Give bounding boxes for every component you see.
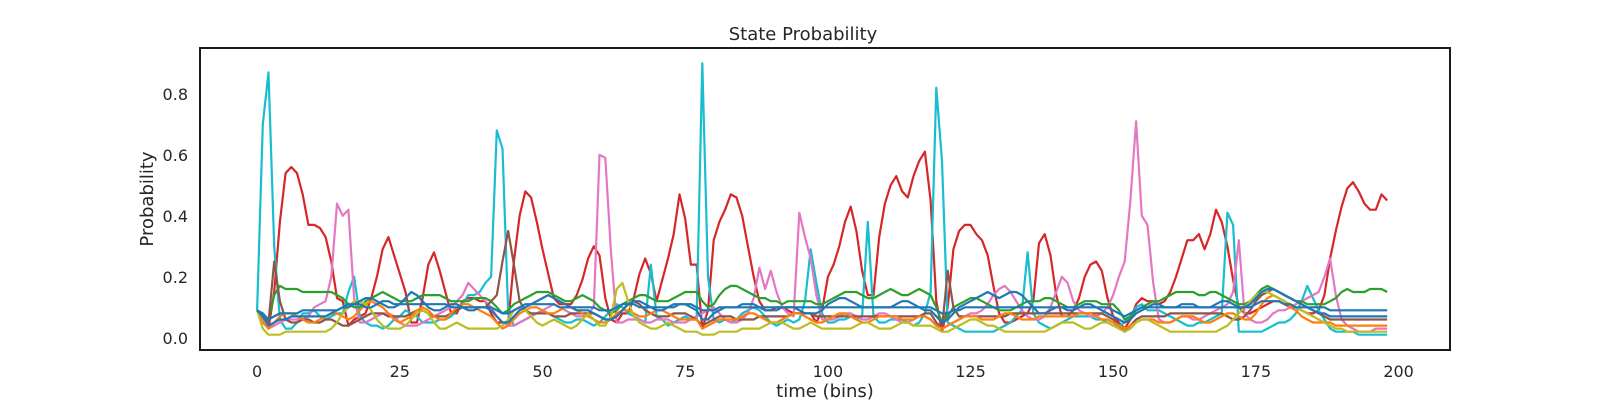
x-tick-label: 175 [1241, 362, 1272, 381]
x-tick-label: 150 [1098, 362, 1129, 381]
x-tick-label: 200 [1383, 362, 1414, 381]
y-axis-ticks: 0.0 0.2 0.4 0.6 0.8 [163, 85, 188, 348]
series-line-9 [256, 287, 1388, 327]
x-axis-label: time (bins) [776, 381, 874, 400]
x-axis-ticks: 0 25 50 75 100 125 150 175 200 [252, 362, 1414, 381]
plot-lines [256, 62, 1389, 336]
y-tick-label: 0.6 [163, 146, 188, 165]
x-tick-label: 50 [532, 362, 552, 381]
y-tick-label: 0.0 [163, 329, 188, 348]
series-line-5 [256, 229, 1388, 333]
series-line-4 [256, 284, 1388, 324]
series-line-6 [256, 294, 1388, 330]
x-tick-label: 25 [390, 362, 410, 381]
x-tick-label: 125 [955, 362, 986, 381]
x-tick-label: 100 [813, 362, 844, 381]
y-tick-label: 0.2 [163, 268, 188, 287]
y-tick-label: 0.8 [163, 85, 188, 104]
y-axis-label: Probability [137, 151, 158, 246]
y-tick-label: 0.4 [163, 207, 188, 226]
plot-frame [199, 47, 1451, 351]
chart-title: State Probability [729, 24, 878, 45]
series-line-7 [256, 281, 1388, 336]
x-tick-label: 0 [252, 362, 262, 381]
x-tick-label: 75 [675, 362, 695, 381]
